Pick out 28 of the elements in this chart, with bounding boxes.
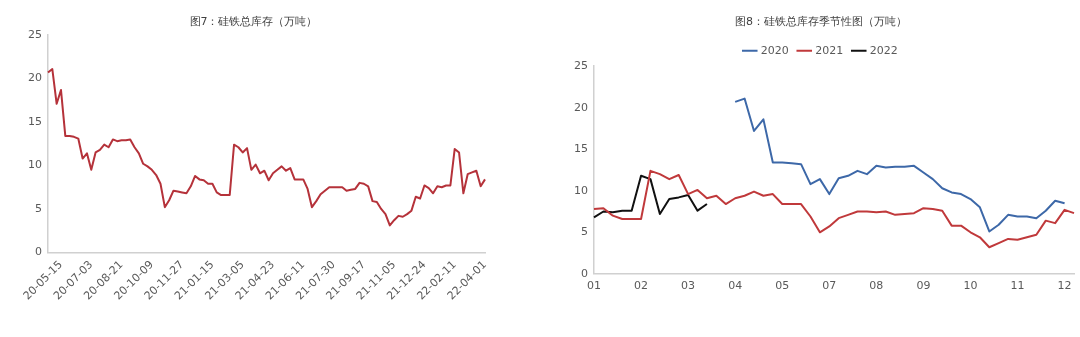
y-tick-label: 15 — [28, 114, 42, 128]
x-tick-label: 07 — [822, 279, 837, 293]
chart-title: 图7：硅铁总库存（万吨） — [189, 15, 318, 29]
legend-label: 2021 — [815, 43, 844, 57]
x-tick-label: 10 — [963, 279, 978, 293]
y-tick-label: 25 — [574, 59, 588, 73]
x-tick-label: 05 — [775, 279, 790, 293]
y-tick-label: 5 — [35, 201, 42, 215]
y-tick-label: 10 — [28, 158, 42, 172]
y-tick-label: 0 — [35, 245, 42, 259]
y-tick-label: 5 — [581, 225, 588, 239]
x-tick-label: 11 — [1010, 279, 1025, 293]
legend-label: 2020 — [760, 43, 789, 57]
x-tick-label: 02 — [634, 279, 649, 293]
x-tick-label: 03 — [681, 279, 696, 293]
x-tick-label: 09 — [916, 279, 931, 293]
y-tick-label: 25 — [28, 28, 42, 42]
y-tick-label: 10 — [574, 183, 588, 197]
x-tick-label: 04 — [728, 279, 743, 293]
x-tick-label: 01 — [587, 279, 601, 293]
y-tick-label: 15 — [574, 142, 588, 156]
chart-title: 图8：硅铁总库存季节性图（万吨） — [735, 15, 907, 29]
y-tick-label: 0 — [581, 266, 588, 280]
x-tick-label: 12 — [1057, 279, 1072, 293]
legend-label: 2022 — [869, 43, 898, 57]
y-tick-label: 20 — [28, 71, 42, 85]
x-tick-label: 08 — [869, 279, 884, 293]
y-tick-label: 20 — [574, 100, 588, 114]
